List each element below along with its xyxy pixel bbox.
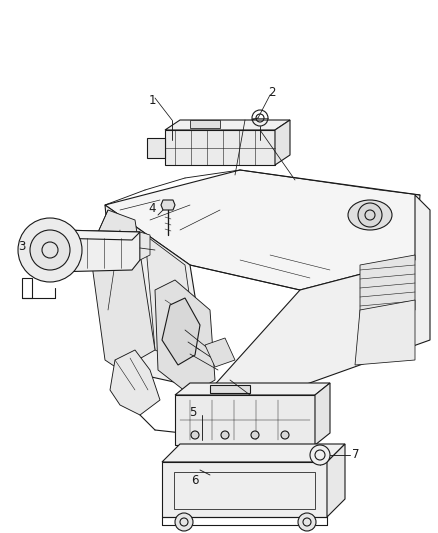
Text: 1: 1 [148, 93, 156, 107]
Polygon shape [360, 255, 415, 320]
Polygon shape [147, 138, 165, 158]
Polygon shape [210, 195, 430, 415]
Polygon shape [210, 385, 250, 393]
Circle shape [221, 431, 229, 439]
Circle shape [18, 218, 82, 282]
Polygon shape [110, 350, 160, 415]
Circle shape [191, 431, 199, 439]
Polygon shape [175, 383, 330, 395]
Circle shape [30, 230, 70, 270]
Polygon shape [52, 230, 140, 272]
Circle shape [251, 431, 259, 439]
Polygon shape [155, 280, 215, 395]
Polygon shape [52, 230, 140, 240]
Polygon shape [140, 232, 150, 260]
Text: 2: 2 [268, 85, 276, 99]
Polygon shape [355, 300, 415, 365]
Circle shape [358, 203, 382, 227]
Polygon shape [105, 205, 210, 390]
Polygon shape [105, 170, 420, 290]
Polygon shape [162, 462, 327, 517]
Text: 4: 4 [148, 201, 156, 214]
Polygon shape [165, 120, 290, 130]
Circle shape [175, 513, 193, 531]
Polygon shape [145, 235, 200, 370]
Circle shape [298, 513, 316, 531]
Polygon shape [165, 130, 275, 165]
Polygon shape [161, 200, 175, 210]
Text: 5: 5 [189, 407, 197, 419]
Text: 3: 3 [18, 240, 26, 254]
Polygon shape [190, 120, 220, 128]
Polygon shape [205, 338, 235, 367]
Polygon shape [162, 298, 200, 365]
Circle shape [281, 431, 289, 439]
Text: 6: 6 [191, 473, 199, 487]
Circle shape [310, 445, 330, 465]
Polygon shape [90, 210, 155, 370]
Polygon shape [162, 444, 345, 462]
Ellipse shape [348, 200, 392, 230]
Polygon shape [327, 444, 345, 517]
Polygon shape [315, 383, 330, 445]
Text: 7: 7 [352, 448, 360, 462]
Polygon shape [175, 395, 315, 445]
Polygon shape [275, 120, 290, 165]
